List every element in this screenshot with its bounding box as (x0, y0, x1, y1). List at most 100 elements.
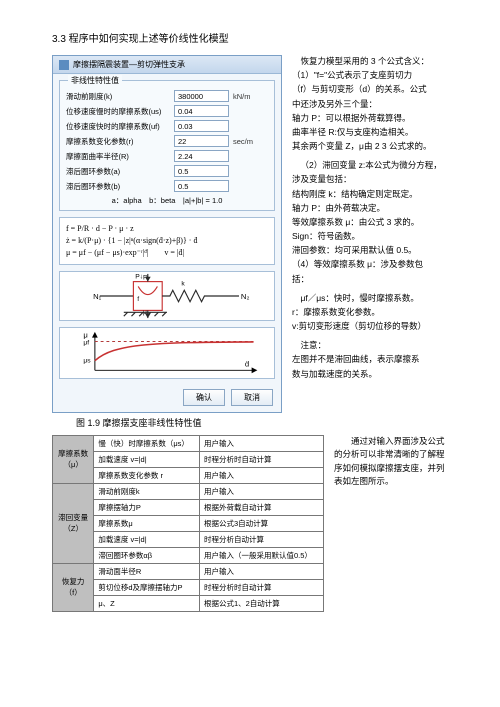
table-cell: 时程分析时自动计算 (199, 451, 323, 467)
param-label: 位移速度慢时的摩擦系数(us) (66, 106, 174, 117)
param-unit: sec/m (233, 137, 253, 146)
table-row: 摩擦系数μ根据公式3自动计算 (53, 515, 324, 531)
dialog-titlebar: 摩擦摆隔震装置—剪切弹性支承 (53, 56, 281, 74)
groupbox-params: 非线性特性值 滑动前刚度(k)380000kN/m位移速度慢时的摩擦系数(us)… (59, 80, 275, 211)
summary-table: 摩擦系数（μ）慢（快）时摩擦系数（μs）用户输入加载速度 v=|d|时程分析时自… (52, 435, 324, 612)
table-cell: 慢（快）时摩擦系数（μs） (94, 435, 200, 451)
right-text: 恢复力模型采用的 3 个公式含义：（1）"f="公式表示了支座剪切力（f）与剪切… (292, 55, 462, 387)
param-input[interactable]: 0.5 (174, 165, 229, 177)
table-row: 摩擦系数（μ）慢（快）时摩擦系数（μs）用户输入 (53, 435, 324, 451)
param-input[interactable]: 0.03 (174, 120, 229, 132)
param-label: 滑动前刚度(k) (66, 91, 174, 102)
svg-text:f: f (137, 295, 139, 302)
param-row: 滞后圈环参数(b)0.5 (66, 180, 268, 192)
table-cell: 摩擦系数μ (94, 515, 200, 531)
param-label: 滞后圈环参数(a) (66, 166, 174, 177)
formula-2: ż = k/(P·μ) · {1 − |z|ⁿ(α·sign(ḋ·z)+β)} … (66, 235, 268, 246)
text-line: 通过对输入界面涉及公式 (334, 435, 462, 449)
svg-text:μf: μf (83, 339, 89, 346)
param-input[interactable]: 22 (174, 135, 229, 147)
ok-button[interactable]: 确认 (183, 389, 225, 406)
formula-1: f = P/R · d − P · μ · z (66, 223, 268, 234)
param-input[interactable]: 380000 (174, 90, 229, 102)
text-line: v:剪切变形速度（剪切位移的导数） (292, 320, 462, 333)
param-row: 位移速度慢时的摩擦系数(us)0.04 (66, 105, 268, 117)
table-row: 滞回变量（Z）滑动前刚度k用户输入 (53, 483, 324, 499)
param-row: 摩擦系数变化参数(r)22 sec/m (66, 135, 268, 147)
text-line: （1）"f="公式表示了支座剪切力 (292, 69, 462, 82)
text-line: 数与加载速度的关系。 (292, 368, 462, 381)
text-line: Sign：符号函数。 (292, 230, 462, 243)
text-line: 注意： (292, 339, 462, 352)
text-line: （2）滞回变量 z:本公式为微分方程， (292, 159, 462, 172)
param-label: 位移速度快时的摩擦系数(uf) (66, 121, 174, 132)
text-line: （f）与剪切变形（d）的关系。公式 (292, 83, 462, 96)
param-note: a：alpha b：beta |a|+|b| = 1.0 (66, 195, 268, 206)
table-cell: 剪切位移d及摩擦摆轴力P (94, 579, 200, 595)
mechanism-diagram: N₁ R μ P↓ k (59, 271, 275, 321)
table-row: 加载速度 v=|d|时程分析自动计算 (53, 531, 324, 547)
section-title: 3.3 程序中如何实现上述等价线性化模型 (52, 30, 462, 45)
table-cell: 加载速度 v=|d| (94, 531, 200, 547)
text-line: 恢复力模型采用的 3 个公式含义： (292, 55, 462, 68)
dialog-panel: 摩擦摆隔震装置—剪切弹性支承 非线性特性值 滑动前刚度(k)380000 kN/m… (52, 55, 282, 413)
table-cell: 用户输入 (199, 563, 323, 579)
text-line: 轴力 P：由外荷载决定。 (292, 202, 462, 215)
table-cell: 摩擦摆轴力P (94, 499, 200, 515)
table-group-head: 摩擦系数（μ） (53, 435, 94, 483)
param-row: 位移速度快时的摩擦系数(uf)0.03 (66, 120, 268, 132)
table-group-head: 恢复力（f） (53, 563, 94, 611)
svg-text:μs: μs (83, 357, 91, 364)
table-cell: 根据公式3自动计算 (199, 515, 323, 531)
text-line: 等效摩擦系数 μ：由公式 3 求的。 (292, 216, 462, 229)
table-cell: 加载速度 v=|d| (94, 451, 200, 467)
figure-caption: 图 1.9 摩擦摆支座非线性特性值 (76, 416, 462, 429)
table-cell: 摩擦系数变化参数 r (94, 467, 200, 483)
cancel-button[interactable]: 取消 (231, 389, 273, 406)
text-line: （4）等效摩擦系数 μ：涉及参数包 (292, 258, 462, 271)
param-unit: kN/m (233, 92, 251, 101)
table-cell: 滑动面半径R (94, 563, 200, 579)
table-cell: 时程分析时自动计算 (199, 579, 323, 595)
svg-text:N₂: N₂ (241, 291, 250, 300)
table-cell: 滑动前刚度k (94, 483, 200, 499)
param-row: 滞后圈环参数(a)0.5 (66, 165, 268, 177)
text-line: 中还涉及另外三个量： (292, 98, 462, 111)
table-cell: 根据公式1、2自动计算 (199, 595, 323, 611)
table-row: μ、Z根据公式1、2自动计算 (53, 595, 324, 611)
svg-text:μ: μ (83, 330, 87, 339)
formula-3: μ = μf − (μf − μs)·exp⁻ʳ|ᵈ̇| v = |ḋ| (66, 247, 268, 258)
table-cell: 用户输入 (199, 467, 323, 483)
param-input[interactable]: 0.04 (174, 105, 229, 117)
text-line: r：摩擦系数变化参数。 (292, 306, 462, 319)
groupbox-title: 非线性特性值 (68, 75, 122, 86)
table-row: 滞回圈环参数αβ用户输入（一般采用默认值0.5） (53, 547, 324, 563)
formula-box: f = P/R · d − P · μ · z ż = k/(P·μ) · {1… (59, 217, 275, 265)
text-line: 其余两个变量 Z，μ由 2 3 公式求的。 (292, 140, 462, 153)
param-row: 滑动前刚度(k)380000 kN/m (66, 90, 268, 102)
text-line: 结构刚度 k：结构确定则定既定。 (292, 188, 462, 201)
dialog-title-text: 摩擦摆隔震装置—剪切弹性支承 (73, 59, 185, 70)
text-line: 轴力 P：可以根据外荷载算得。 (292, 112, 462, 125)
param-input[interactable]: 2.24 (174, 150, 229, 162)
text-line: 序如何模拟摩擦摆支座，并列 (334, 462, 462, 476)
svg-text:P↓: P↓ (135, 273, 143, 280)
param-label: 摩擦面曲率半径(R) (66, 151, 174, 162)
param-input[interactable]: 0.5 (174, 180, 229, 192)
table-row: 摩擦系数变化参数 r用户输入 (53, 467, 324, 483)
table-cell: 滞回圈环参数αβ (94, 547, 200, 563)
svg-text:ḋ: ḋ (245, 359, 249, 368)
mu-curve-chart: μ ḋ μf μs (59, 327, 275, 379)
table-cell: 用户输入 (199, 483, 323, 499)
text-line: 涉及变量包括： (292, 173, 462, 186)
param-label: 摩擦系数变化参数(r) (66, 136, 174, 147)
table-row: 摩擦摆轴力P根据外荷载自动计算 (53, 499, 324, 515)
table-cell: 时程分析自动计算 (199, 531, 323, 547)
table-row: 加载速度 v=|d|时程分析时自动计算 (53, 451, 324, 467)
table-row: 剪切位移d及摩擦摆轴力P时程分析时自动计算 (53, 579, 324, 595)
table-cell: 根据外荷载自动计算 (199, 499, 323, 515)
param-label: 滞后圈环参数(b) (66, 181, 174, 192)
svg-text:k: k (181, 280, 185, 287)
text-line: 左图并不是滞回曲线，表示摩擦系 (292, 353, 462, 366)
table-side-text: 通过对输入界面涉及公式的分析可以非常清晰的了解程序如何模拟摩擦摆支座，并列表如左… (334, 435, 462, 489)
